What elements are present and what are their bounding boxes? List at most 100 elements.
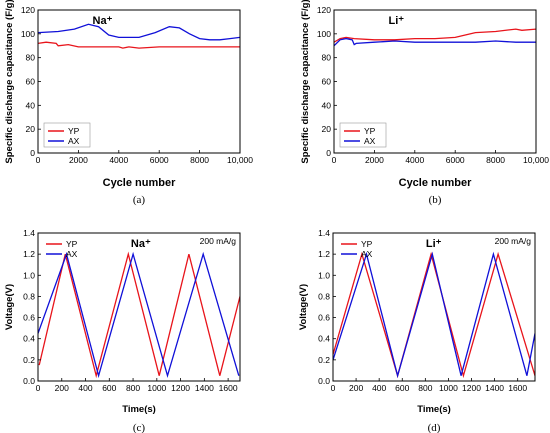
legend-box — [44, 123, 90, 147]
x-axis-label: Time(s) — [122, 404, 156, 415]
series-line-ax — [333, 254, 535, 376]
x-tick-label: 1200 — [462, 383, 481, 393]
y-tick-label: 100 — [317, 29, 331, 39]
x-tick-label: 1200 — [171, 383, 190, 393]
y-tick-label: 1.0 — [23, 270, 35, 280]
y-tick-label: 0.8 — [23, 291, 35, 301]
x-tick-label: 4000 — [405, 155, 424, 165]
y-tick-label: 1.2 — [318, 249, 330, 259]
legend-label-ax: AX — [364, 136, 376, 146]
x-tick-label: 400 — [78, 383, 92, 393]
rate-annotation: 200 mA/g — [495, 236, 532, 246]
y-tick-label: 20 — [26, 124, 36, 134]
x-axis-label: Time(s) — [417, 404, 451, 415]
y-tick-label: 1.4 — [318, 228, 330, 238]
y-tick-label: 0.2 — [318, 355, 330, 365]
y-axis-label: Specific discharge capacitance (F/g) — [4, 0, 15, 164]
chart-panel: 0 200 400 600 800 1000 1200 1400 1600 0.0 0.2 0.4 0.… — [4, 228, 240, 433]
legend-label-yp: YP — [364, 126, 376, 136]
series-line-yp — [333, 254, 535, 376]
y-tick-label: 1.4 — [23, 228, 35, 238]
series-line-ax — [38, 24, 240, 40]
x-tick-label: 800 — [126, 383, 140, 393]
x-tick-label: 600 — [102, 383, 116, 393]
legend-label-ax: AX — [68, 136, 80, 146]
x-axis-label: Cycle number — [399, 177, 472, 189]
ion-annotation: Na⁺ — [131, 238, 151, 250]
x-tick-label: 2000 — [69, 155, 88, 165]
y-tick-label: 0.8 — [318, 291, 330, 301]
ion-annotation: Na⁺ — [93, 15, 113, 27]
legend-box — [340, 123, 386, 147]
x-tick-label: 6000 — [150, 155, 169, 165]
y-tick-label: 80 — [322, 53, 332, 63]
y-tick-label: 40 — [322, 100, 332, 110]
legend-label-ax: AX — [361, 249, 373, 259]
y-tick-label: 0.0 — [318, 376, 330, 386]
y-tick-label: 1.0 — [318, 270, 330, 280]
x-axis-label: Cycle number — [103, 177, 176, 189]
y-tick-label: 40 — [26, 100, 36, 110]
legend-label-yp: YP — [66, 239, 78, 249]
chart-panel: 0 2000 4000 6000 8000 10,000 0 20 40 60 80 100 120 Cy… — [300, 0, 549, 206]
x-tick-label: 800 — [418, 383, 432, 393]
x-tick-label: 8000 — [486, 155, 505, 165]
panel-caption: (d) — [428, 422, 441, 433]
y-tick-label: 80 — [26, 53, 36, 63]
rate-annotation: 200 mA/g — [200, 236, 237, 246]
y-tick-label: 1.2 — [23, 249, 35, 259]
legend-label-ax: AX — [66, 249, 78, 259]
y-tick-label: 0.0 — [23, 376, 35, 386]
panel-caption: (a) — [133, 194, 146, 206]
y-axis-label: Voltage(V) — [298, 284, 309, 330]
y-tick-label: 0.6 — [318, 313, 330, 323]
x-tick-label: 1400 — [195, 383, 214, 393]
y-tick-label: 0 — [326, 148, 331, 158]
x-tick-label: 1000 — [439, 383, 458, 393]
x-tick-label: 200 — [55, 383, 69, 393]
y-tick-label: 0.4 — [318, 334, 330, 344]
y-tick-label: 20 — [322, 124, 332, 134]
chart-panel: 0 200 400 600 800 1000 1200 1400 1600 0.0 0.2 0.4 0.… — [298, 228, 535, 433]
x-tick-label: 4000 — [109, 155, 128, 165]
y-tick-label: 0.2 — [23, 355, 35, 365]
x-tick-label: 1600 — [508, 383, 527, 393]
y-axis-label: Voltage(V) — [4, 284, 15, 330]
x-tick-label: 400 — [372, 383, 386, 393]
y-tick-label: 0.4 — [23, 334, 35, 344]
ion-annotation: Li⁺ — [389, 15, 405, 27]
legend-label-yp: YP — [68, 126, 80, 136]
chart-panel: 0 2000 4000 6000 8000 10,000 0 20 40 60 80 100 120 Cy… — [4, 0, 253, 206]
series-line-yp — [334, 29, 536, 42]
y-tick-label: 120 — [317, 5, 331, 15]
x-tick-label: 10,000 — [227, 155, 253, 165]
series-line-yp — [39, 254, 240, 376]
ion-annotation: Li⁺ — [426, 238, 442, 250]
y-tick-label: 120 — [21, 5, 35, 15]
x-tick-label: 8000 — [190, 155, 209, 165]
y-tick-label: 60 — [26, 77, 36, 87]
x-tick-label: 0 — [331, 383, 336, 393]
x-tick-label: 2000 — [365, 155, 384, 165]
y-tick-label: 60 — [322, 77, 332, 87]
y-tick-label: 0.6 — [23, 313, 35, 323]
x-tick-label: 0 — [36, 383, 41, 393]
y-tick-label: 0 — [30, 148, 35, 158]
y-axis-label: Specific discharge capacitance (F/g) — [300, 0, 311, 164]
y-tick-label: 100 — [21, 29, 35, 39]
legend-label-yp: YP — [361, 239, 373, 249]
series-line-yp — [38, 42, 240, 48]
panel-caption: (c) — [133, 422, 146, 433]
x-tick-label: 1000 — [147, 383, 166, 393]
x-tick-label: 0 — [332, 155, 337, 165]
x-tick-label: 1600 — [219, 383, 238, 393]
series-line-ax — [38, 254, 239, 376]
panel-caption: (b) — [429, 194, 442, 206]
x-tick-label: 0 — [36, 155, 41, 165]
x-tick-label: 200 — [349, 383, 363, 393]
